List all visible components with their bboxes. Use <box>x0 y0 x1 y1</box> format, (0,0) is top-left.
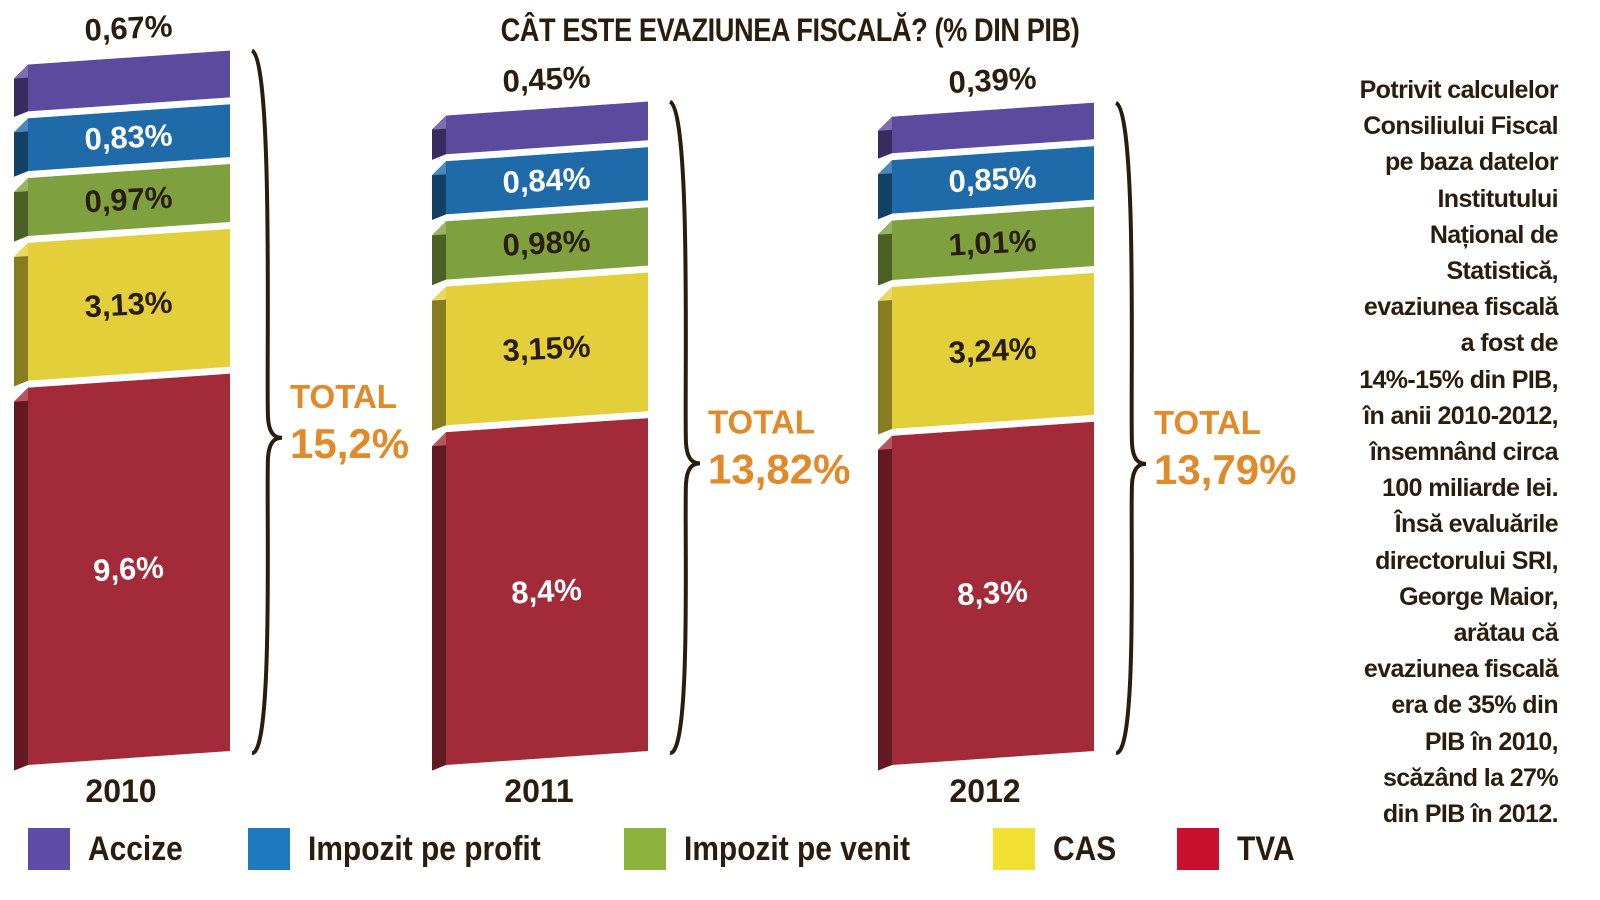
brace <box>668 99 701 755</box>
legend-item: Impozit pe profit <box>247 828 572 870</box>
bar-segment-tva <box>446 418 648 765</box>
legend: Accize Impozit pe profit Impozit pe venit C… <box>28 828 1354 870</box>
data-label: 3,15% <box>502 329 592 369</box>
total-value: 13,79% <box>1154 446 1296 493</box>
data-label: 3,24% <box>948 331 1038 371</box>
bar-segment-accize <box>28 50 230 112</box>
legend-swatch <box>28 828 70 870</box>
legend-swatch <box>993 828 1036 870</box>
note-line: evaziunea fiscală <box>1363 655 1559 684</box>
bar-segment-impozit-pe-venit <box>892 206 1094 281</box>
note-line: Însă evaluările <box>1394 510 1559 539</box>
total-label: TOTAL <box>708 403 815 440</box>
note-line: din PIB în 2012. <box>1382 800 1559 829</box>
legend-swatch <box>624 828 667 870</box>
bar-segment-cas <box>892 273 1094 429</box>
legend-item: Accize <box>28 828 196 870</box>
note-line: Potrivit calculelor <box>1359 76 1559 104</box>
legend-swatch <box>1176 828 1219 870</box>
data-label: 8,3% <box>956 574 1028 613</box>
bar-segment-impozit-pe-profit <box>446 147 648 215</box>
bar-segment-tva <box>28 373 230 765</box>
note-line: PIB în 2010, <box>1424 727 1559 756</box>
bar-segment-cas <box>28 228 230 381</box>
note-line: scăzând la 27% <box>1382 763 1559 792</box>
bar-side-impozit-pe-profit <box>14 118 28 177</box>
legend-label: Impozit pe venit <box>684 829 911 868</box>
total-value: 13,82% <box>708 445 850 492</box>
bar-segment-tva <box>892 421 1094 765</box>
bar-segment-impozit-pe-profit <box>28 104 230 172</box>
note-line: Statistică, <box>1446 257 1558 286</box>
bar-side-tva <box>878 435 892 771</box>
note-line: pe baza datelor <box>1385 148 1559 177</box>
bar-side-impozit-pe-venit <box>878 220 892 286</box>
data-label: 0,67% <box>84 8 174 48</box>
bar-segment-impozit-pe-profit <box>892 146 1094 214</box>
note-line: a fost de <box>1460 329 1559 358</box>
data-label: 3,13% <box>84 285 174 325</box>
category-label: 2012 <box>949 773 1020 809</box>
legend-label: Accize <box>88 829 183 868</box>
bar-side-cas <box>878 287 892 435</box>
bar-side-impozit-pe-profit <box>878 160 892 220</box>
data-label: 0,45% <box>502 59 592 99</box>
bar-side-tva <box>14 387 28 771</box>
chart-title: CÂT ESTE EVAZIUNEA FISCALĂ? (% DIN PIB) <box>500 12 1080 48</box>
data-label: 0,85% <box>948 160 1038 200</box>
category-label: 2010 <box>85 773 156 809</box>
legend-item: TVA <box>1176 828 1302 870</box>
legend-item: CAS <box>993 828 1125 870</box>
bar-side-cas <box>432 286 446 431</box>
bar-side-impozit-pe-venit <box>14 178 28 242</box>
note-line: arătau că <box>1453 619 1559 648</box>
bar-side-impozit-pe-venit <box>432 221 446 286</box>
note-line: Institutului <box>1437 184 1558 213</box>
note-line: 14%-15% din PIB, <box>1359 365 1558 394</box>
bar-segment-accize <box>446 101 648 155</box>
data-label: 0,83% <box>84 117 174 157</box>
total-value: 15,2% <box>290 420 409 467</box>
bar-side-cas <box>14 242 28 387</box>
note-line: însemnând circa <box>1369 438 1559 467</box>
category-label: 2011 <box>504 773 573 809</box>
bar-side-tva <box>432 432 446 771</box>
total-label: TOTAL <box>1154 404 1261 441</box>
note-line: Național de <box>1429 220 1559 249</box>
total-label: TOTAL <box>290 378 397 415</box>
data-label: 1,01% <box>948 223 1038 263</box>
data-label: 8,4% <box>510 572 582 611</box>
note-line: Consiliului Fiscal <box>1363 112 1558 141</box>
bar-segment-accize <box>892 102 1094 154</box>
note-line: directorului SRI, <box>1375 546 1558 575</box>
legend-item: Impozit pe venit <box>624 828 941 870</box>
legend-label: TVA <box>1236 829 1295 868</box>
note-line: în anii 2010-2012, <box>1363 401 1558 430</box>
bar-side-impozit-pe-profit <box>432 161 446 220</box>
data-label: 0,98% <box>502 223 592 263</box>
note-line: era de 35% din <box>1391 691 1558 720</box>
bar-segment-impozit-pe-venit <box>446 207 648 280</box>
brace <box>1114 100 1147 755</box>
note-line: George Maior, <box>1399 582 1559 611</box>
legend-swatch <box>247 828 290 870</box>
data-label: 0,97% <box>84 180 174 220</box>
bar-segment-cas <box>446 272 648 426</box>
bar-segment-impozit-pe-venit <box>28 164 230 236</box>
brace <box>250 48 283 755</box>
legend-label: CAS <box>1053 829 1117 868</box>
note-line: 100 miliarde lei. <box>1381 474 1559 503</box>
data-label: 0,39% <box>948 61 1038 101</box>
data-label: 0,84% <box>502 161 592 201</box>
side-note: Potrivit calculelor Consiliului Fiscal pe … <box>1298 72 1558 832</box>
legend-label: Impozit pe profit <box>307 829 541 868</box>
data-label: 9,6% <box>92 550 164 589</box>
note-line: evaziunea fiscală <box>1363 293 1559 322</box>
